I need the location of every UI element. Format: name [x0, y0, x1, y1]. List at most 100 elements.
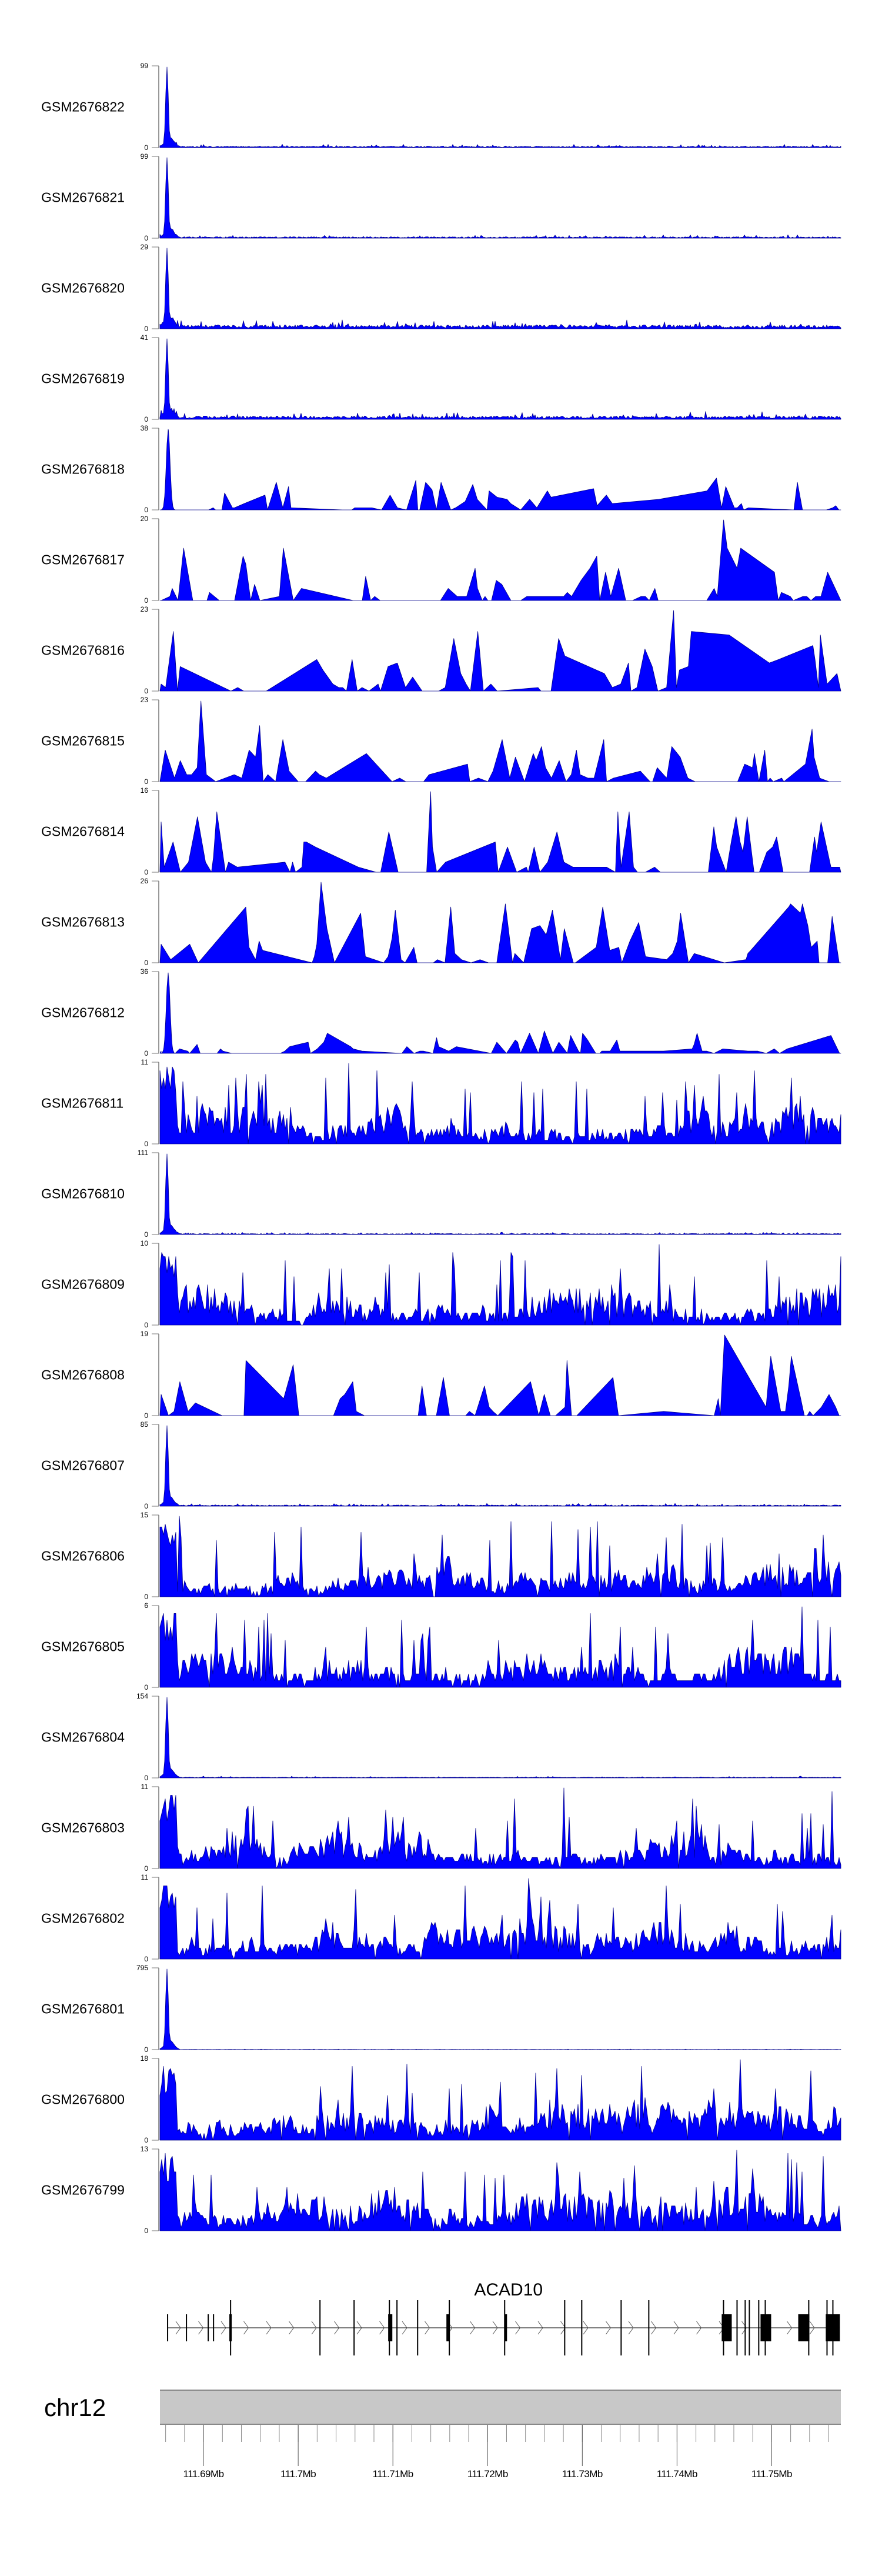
- strand-chevron-icon: [628, 2321, 634, 2335]
- strand-chevron-icon: [425, 2321, 430, 2335]
- signal-area: [159, 1697, 841, 1778]
- signal-area: [159, 1244, 841, 1326]
- strand-chevron-icon: [334, 2321, 340, 2335]
- track-GSM2676815: GSM2676815 23 0: [41, 696, 841, 786]
- y-min-label: 0: [144, 144, 148, 152]
- strand-chevron-icon: [673, 2321, 679, 2335]
- strand-chevron-icon: [651, 2321, 657, 2335]
- signal-area: [159, 248, 841, 329]
- sample-label: GSM2676813: [41, 915, 125, 930]
- strand-chevron-icon: [266, 2321, 272, 2335]
- track-GSM2676808: GSM2676808 19 0: [41, 1330, 841, 1420]
- signal-area: [159, 1606, 841, 1688]
- y-min-label: 0: [144, 2136, 148, 2144]
- signal-tracks: GSM2676822990GSM2676821990GSM2676820290G…: [41, 62, 841, 2235]
- x-tick-label: 111.7Mb: [280, 2468, 316, 2480]
- track-GSM2676817: GSM2676817 20 0: [41, 515, 841, 605]
- sample-label: GSM2676804: [41, 1730, 125, 1745]
- sample-label: GSM2676818: [41, 462, 125, 477]
- signal-area: [159, 429, 841, 510]
- y-min-label: 0: [144, 2227, 148, 2235]
- sample-label: GSM2676817: [41, 552, 125, 568]
- genome-axis: 111.69Mb 111.7Mb 111.71Mb 111.72Mb 111.73Mb 1…: [165, 2425, 829, 2480]
- y-min-label: 0: [144, 506, 148, 514]
- sample-label: GSM2676803: [41, 1820, 125, 1836]
- y-min-label: 0: [144, 1683, 148, 1691]
- y-max-label: 26: [141, 877, 149, 885]
- y-max-label: 19: [141, 1330, 149, 1338]
- signal-area: [159, 1516, 841, 1597]
- exon-block: [826, 2314, 840, 2341]
- y-max-label: 99: [141, 62, 149, 70]
- signal-area: [159, 2150, 841, 2231]
- track-GSM2676806: GSM2676806 15 0: [41, 1511, 841, 1601]
- signal-area: [159, 1878, 841, 1960]
- y-min-label: 0: [144, 868, 148, 876]
- track-GSM2676809: GSM2676809 10 0: [41, 1239, 841, 1329]
- chromosome-ideogram: chr12: [44, 2390, 841, 2425]
- sample-label: GSM2676821: [41, 190, 125, 205]
- strand-chevron-icon: [289, 2321, 295, 2335]
- sample-label: GSM2676802: [41, 1911, 125, 1926]
- track-GSM2676812: GSM2676812 36 0: [41, 967, 841, 1057]
- y-min-label: 0: [144, 1230, 148, 1239]
- y-min-label: 0: [144, 959, 148, 967]
- y-max-label: 18: [141, 2054, 149, 2063]
- y-max-label: 23: [141, 696, 149, 704]
- y-min-label: 0: [144, 234, 148, 242]
- track-GSM2676807: GSM2676807 85 0: [41, 1420, 841, 1510]
- y-max-label: 11: [141, 1058, 149, 1066]
- signal-area: [159, 157, 841, 239]
- strand-chevron-icon: [198, 2321, 204, 2335]
- track-GSM2676810: GSM2676810 111 0: [41, 1149, 841, 1239]
- sample-label: GSM2676805: [41, 1639, 125, 1654]
- y-min-label: 0: [144, 687, 148, 695]
- x-tick-label: 111.72Mb: [467, 2468, 508, 2480]
- sample-label: GSM2676815: [41, 733, 125, 749]
- signal-area: [159, 1153, 841, 1235]
- track-GSM2676804: GSM2676804 154 0: [41, 1692, 841, 1782]
- y-min-label: 0: [144, 1321, 148, 1329]
- signal-area: [159, 338, 841, 420]
- chromosome-band: [160, 2390, 841, 2424]
- exon-block: [505, 2314, 507, 2341]
- y-max-label: 13: [141, 2145, 149, 2153]
- strand-chevron-icon: [583, 2321, 589, 2335]
- strand-chevron-icon: [220, 2321, 226, 2335]
- y-max-label: 99: [141, 152, 149, 161]
- x-tick-label: 111.75Mb: [751, 2468, 792, 2480]
- y-max-label: 16: [141, 786, 149, 795]
- y-min-label: 0: [144, 1593, 148, 1601]
- y-min-label: 0: [144, 596, 148, 605]
- sample-label: GSM2676814: [41, 824, 125, 839]
- strand-chevron-icon: [515, 2321, 521, 2335]
- strand-chevron-icon: [560, 2321, 566, 2335]
- strand-chevron-icon: [402, 2321, 407, 2335]
- signal-area: [159, 1787, 841, 1869]
- x-tick-label: 111.73Mb: [562, 2468, 603, 2480]
- y-max-label: 41: [141, 333, 149, 342]
- x-tick-label: 111.74Mb: [657, 2468, 697, 2480]
- x-tick-label: 111.71Mb: [373, 2468, 413, 2480]
- strand-chevron-icon: [537, 2321, 543, 2335]
- strand-chevron-icon: [492, 2321, 498, 2335]
- signal-area: [159, 1063, 841, 1144]
- gene-label: ACAD10: [474, 2280, 543, 2300]
- y-min-label: 0: [144, 1412, 148, 1420]
- exon-block: [446, 2314, 450, 2341]
- signal-area: [159, 882, 841, 963]
- y-min-label: 0: [144, 1049, 148, 1057]
- y-min-label: 0: [144, 415, 148, 423]
- y-min-label: 0: [144, 1955, 148, 1963]
- y-max-label: 23: [141, 605, 149, 613]
- y-min-label: 0: [144, 1774, 148, 1782]
- track-GSM2676803: GSM2676803 11 0: [41, 1783, 841, 1873]
- track-GSM2676800: GSM2676800 18 0: [41, 2054, 841, 2144]
- signal-area: [159, 700, 841, 782]
- track-GSM2676814: GSM2676814 16 0: [41, 786, 841, 876]
- signal-area: [159, 2059, 841, 2141]
- y-max-label: 10: [141, 1239, 149, 1247]
- track-GSM2676811: GSM2676811 11 0: [41, 1058, 841, 1148]
- strand-chevron-icon: [243, 2321, 249, 2335]
- chromosome-label: chr12: [44, 2394, 106, 2421]
